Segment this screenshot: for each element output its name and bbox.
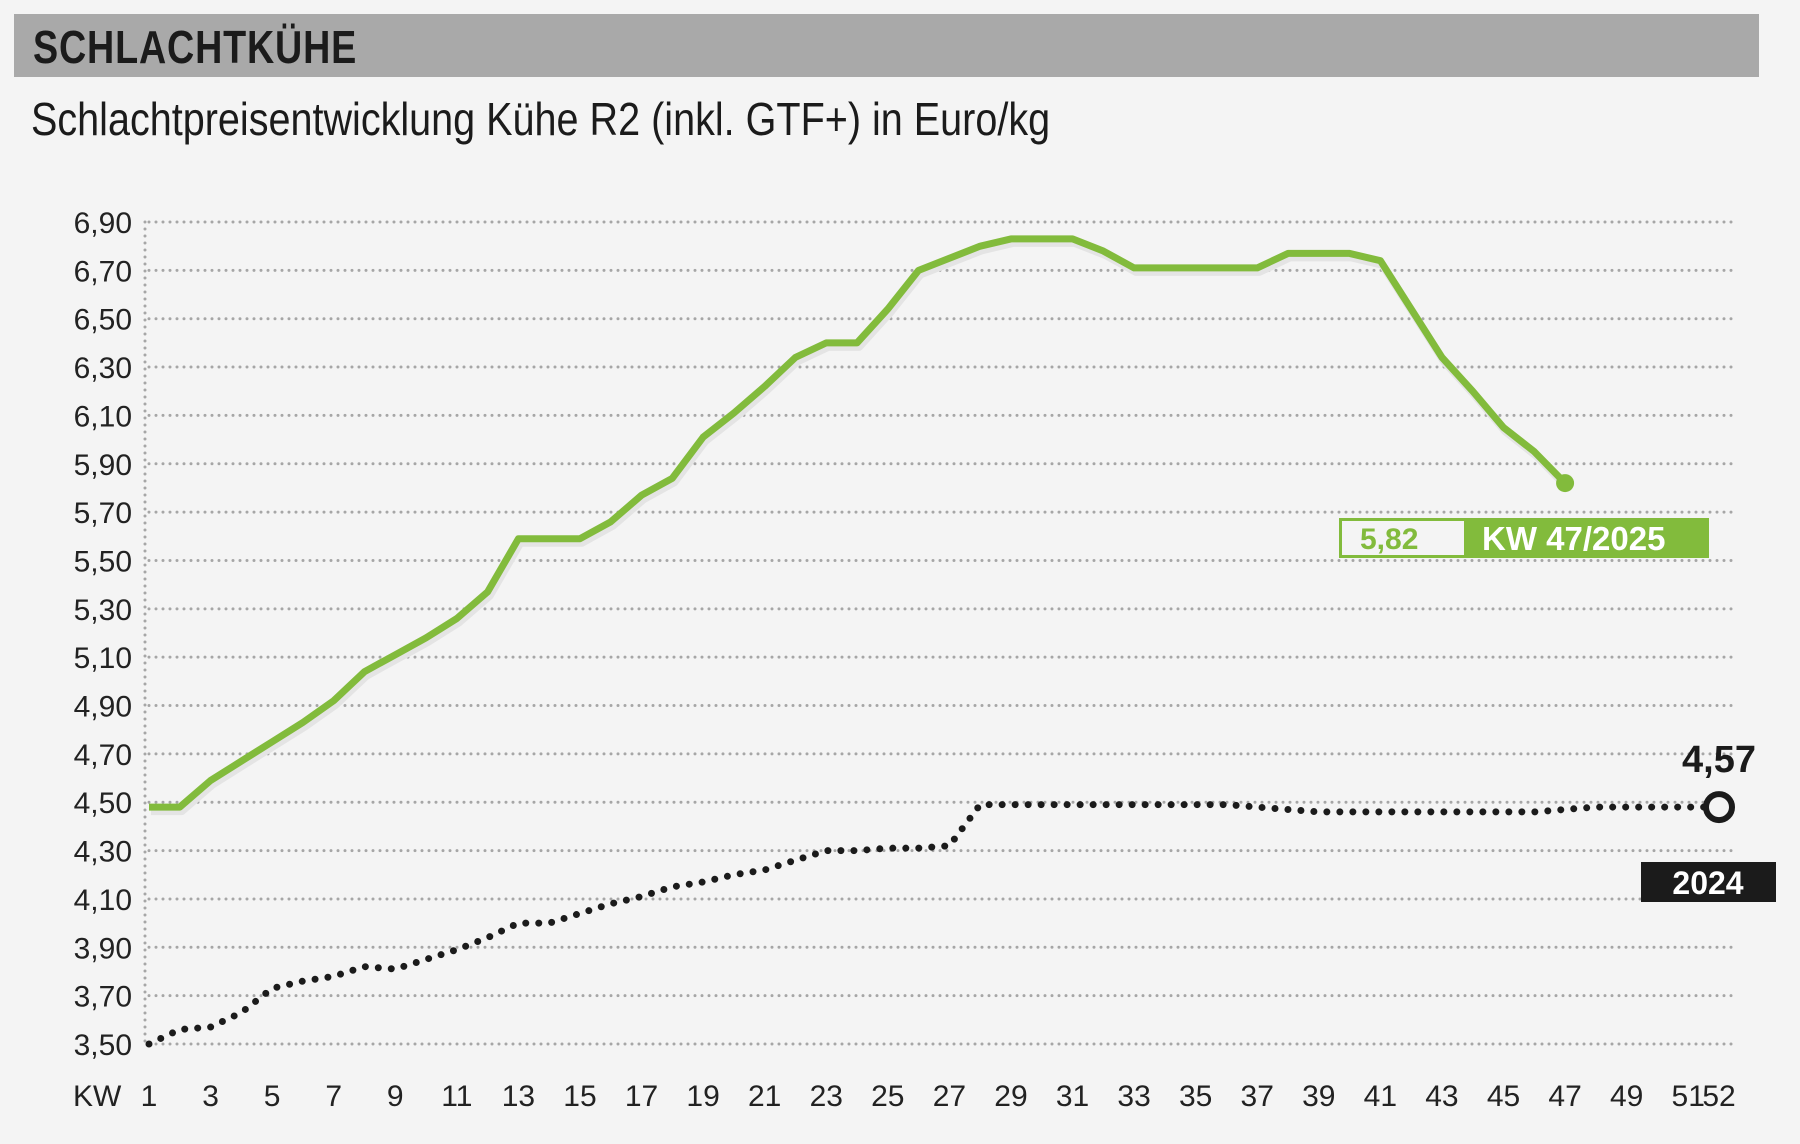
y-axis-ticks: 6,90 6,70 6,50 6,30 6,10 5,90 5,70 5,50 5,30 5,10… (74, 207, 132, 1062)
x-tick-label: 25 (871, 1080, 904, 1113)
y-tick-label: 6,90 (74, 207, 132, 240)
y-tick-label: 4,30 (74, 836, 132, 869)
y-tick-label: 3,50 (74, 1029, 132, 1062)
y-tick-label: 5,70 (74, 497, 132, 530)
x-tick-label: 23 (810, 1080, 843, 1113)
current-week-label: KW 47/2025 (1482, 520, 1665, 557)
y-tick-label: 4,50 (74, 787, 132, 820)
header-band (14, 14, 1759, 77)
y-tick-label: 4,70 (74, 739, 132, 772)
x-tick-label: 15 (563, 1080, 596, 1113)
x-tick-label: 29 (994, 1080, 1027, 1113)
legend-2024-bg (1641, 862, 1776, 902)
x-tick-label: 9 (387, 1080, 404, 1113)
y-tick-label: 5,30 (74, 594, 132, 627)
x-tick-label: 47 (1548, 1080, 1581, 1113)
x-tick-label: 52 (1702, 1080, 1735, 1113)
x-tick-label: 19 (686, 1080, 719, 1113)
x-axis-label: KW (73, 1080, 122, 1113)
x-tick-label: 17 (625, 1080, 658, 1113)
series-2024-line (145, 801, 1723, 1048)
y-tick-label: 3,70 (74, 981, 132, 1014)
x-tick-label: 27 (933, 1080, 966, 1113)
current-value-callout: 5,82 KW 47/2025 (1339, 518, 1709, 558)
y-tick-label: 5,50 (74, 545, 132, 578)
y-tick-label: 4,10 (74, 884, 132, 917)
callout-value-box (1342, 521, 1464, 555)
y-tick-label: 6,70 (74, 255, 132, 288)
kicker-title: SCHLACHTKÜHE (33, 21, 358, 73)
gridlines (143, 220, 1740, 1046)
x-tick-label: 37 (1241, 1080, 1274, 1113)
series-lines (145, 235, 1735, 1048)
x-tick-label: 35 (1179, 1080, 1212, 1113)
x-tick-label: 39 (1302, 1080, 1335, 1113)
series-2024-end-marker (1703, 791, 1735, 824)
y-tick-label: 5,90 (74, 449, 132, 482)
y-tick-label: 5,10 (74, 642, 132, 675)
x-tick-label: 49 (1610, 1080, 1643, 1113)
series-2025-line (149, 235, 1568, 811)
x-tick-label: 1 (141, 1080, 158, 1113)
y-tick-label: 6,30 (74, 352, 132, 385)
x-tick-label: 43 (1425, 1080, 1458, 1113)
y-tick-label: 4,90 (74, 691, 132, 724)
x-tick-label: 31 (1056, 1080, 1089, 1113)
series-2025-end-marker (1556, 474, 1575, 493)
x-axis-ticks: 1 3 5 7 9 11 13 15 17 19 21 23 25 27 29 31 33 35 37 39 41 43 4… (141, 1080, 1736, 1113)
x-tick-label: 11 (441, 1080, 472, 1113)
x-tick-label: 51 (1672, 1080, 1705, 1113)
y-tick-label: 3,90 (74, 932, 132, 965)
x-tick-label: 5 (264, 1080, 281, 1113)
y-tick-label: 6,10 (74, 400, 132, 433)
x-tick-label: 3 (202, 1080, 219, 1113)
x-tick-label: 13 (502, 1080, 535, 1113)
x-tick-label: 21 (748, 1080, 781, 1113)
previous-year-value: 4,57 (1682, 739, 1756, 781)
x-tick-label: 41 (1364, 1080, 1397, 1113)
previous-year-legend: 2024 (1641, 862, 1776, 902)
current-value-label: 5,82 (1360, 523, 1418, 556)
x-tick-label: 7 (325, 1080, 342, 1113)
y-tick-label: 6,50 (74, 304, 132, 337)
x-tick-label: 33 (1117, 1080, 1150, 1113)
x-tick-label: 45 (1487, 1080, 1520, 1113)
chart-title: Schlachtpreisentwicklung Kühe R2 (inkl. … (31, 93, 1051, 145)
legend-2024-label: 2024 (1672, 865, 1743, 901)
series-2025-shadow (151, 238, 1570, 816)
